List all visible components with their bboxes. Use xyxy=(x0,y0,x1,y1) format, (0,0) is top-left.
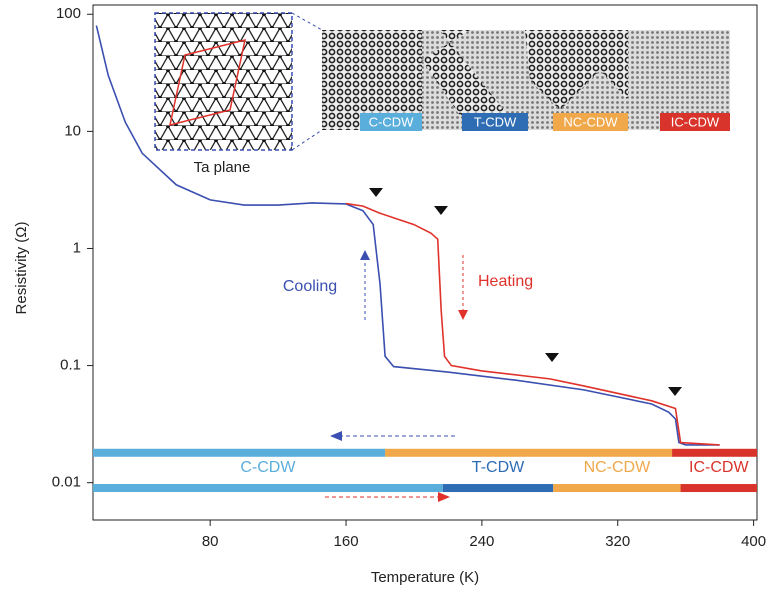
y-tick-label: 10 xyxy=(64,122,81,139)
y-tick-label: 100 xyxy=(56,5,81,22)
inset-phase-bg xyxy=(360,113,422,131)
phase-label: NC-CDW xyxy=(584,459,652,476)
phase-bar xyxy=(93,484,443,493)
inset-phase-label: T-CDW xyxy=(474,114,517,129)
phase-bar xyxy=(553,484,681,493)
line xyxy=(345,202,720,446)
heating-arrow-head xyxy=(458,310,468,320)
phase-bar xyxy=(672,448,757,457)
inset-phase-label: IC-CDW xyxy=(671,114,720,129)
inset-caption: Ta plane xyxy=(194,159,251,176)
transition-markers xyxy=(369,188,682,396)
x-axis-label: Temperature (K) xyxy=(371,569,479,586)
line xyxy=(95,25,720,446)
phase-bar xyxy=(442,484,554,493)
x-tick-label: 80 xyxy=(202,533,219,550)
inset-phase-bg xyxy=(462,113,528,131)
phase-label: IC-CDW xyxy=(689,459,749,476)
phase-label: C-CDW xyxy=(240,459,296,476)
series-label: Heating xyxy=(478,273,533,290)
x-tick-label: 240 xyxy=(469,533,494,550)
cooling-h-arrow-head xyxy=(330,431,342,441)
inset: Ta plane xyxy=(154,12,730,176)
phase-bar xyxy=(93,448,386,457)
x-tick-label: 400 xyxy=(741,533,766,550)
annotations xyxy=(325,188,682,502)
y-tick-label: 0.01 xyxy=(52,474,81,491)
unit-cell xyxy=(169,38,246,127)
nc-domain xyxy=(525,30,628,110)
t-domain xyxy=(422,30,520,130)
x-tick-label: 160 xyxy=(334,533,359,550)
phase-bar xyxy=(680,484,757,493)
y-tick-label: 0.1 xyxy=(60,357,81,374)
y-axis-label: Resistivity (Ω) xyxy=(13,222,30,315)
cooling-arrow-head xyxy=(360,250,370,260)
plot-frame xyxy=(92,4,758,521)
y-tick-label: 1 xyxy=(73,239,81,256)
inset-phase-bg xyxy=(660,113,730,131)
phase-label: T-CDW xyxy=(472,459,525,476)
phase-bar xyxy=(385,448,673,457)
inset-phase-bg xyxy=(553,113,628,131)
heating-h-arrow-head xyxy=(438,492,450,502)
inset-phase-label: NC-CDW xyxy=(563,114,618,129)
x-tick-label: 320 xyxy=(605,533,630,550)
inset-phase-label: C-CDW xyxy=(369,114,414,129)
lattice xyxy=(154,12,293,151)
zoom-lines xyxy=(291,12,323,151)
series-label: Cooling xyxy=(283,278,337,295)
